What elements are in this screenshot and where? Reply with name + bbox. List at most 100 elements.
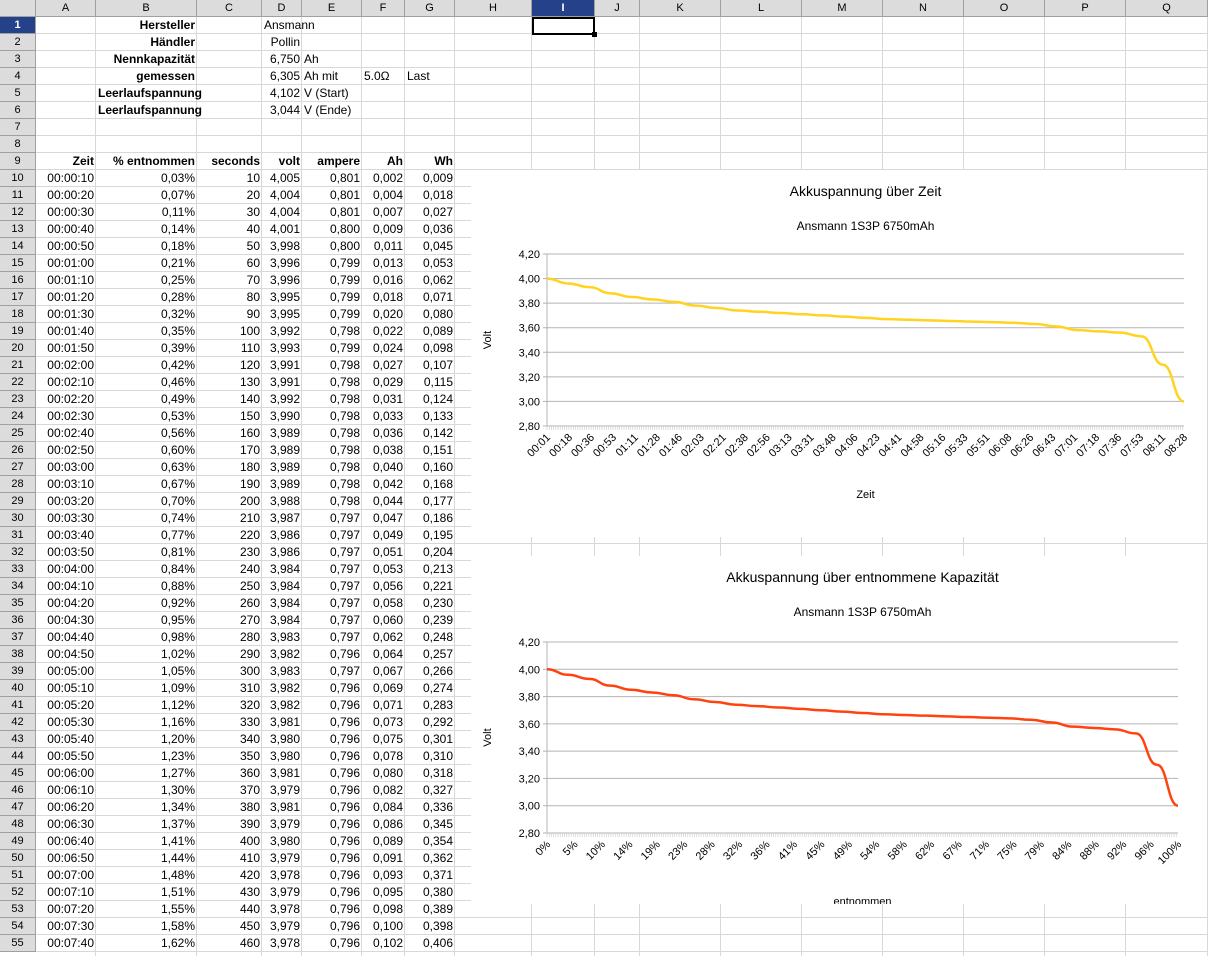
row-header-42[interactable]: 42 xyxy=(0,714,36,731)
info-unit[interactable] xyxy=(302,34,362,51)
row-header-20[interactable]: 20 xyxy=(0,340,36,357)
table-cell[interactable]: 00:04:40 xyxy=(47,630,94,644)
row-header-1[interactable]: 1 xyxy=(0,17,36,34)
table-cell[interactable]: 1,62% xyxy=(160,936,195,950)
info-label[interactable]: Leerlaufspannung xyxy=(98,86,203,100)
info-extra[interactable] xyxy=(405,17,455,34)
table-cell[interactable]: 0,230 xyxy=(422,596,453,610)
table-header[interactable]: Zeit xyxy=(72,154,94,168)
table-cell[interactable]: 0,177 xyxy=(422,494,453,508)
table-cell[interactable]: 0,071 xyxy=(422,290,453,304)
table-cell[interactable]: 270 xyxy=(239,613,260,627)
table-cell[interactable]: 390 xyxy=(239,817,260,831)
table-cell[interactable]: 0,354 xyxy=(422,834,453,848)
table-cell[interactable]: 0,078 xyxy=(372,749,403,763)
table-cell[interactable]: 60 xyxy=(246,256,260,270)
info-extra[interactable] xyxy=(405,34,455,51)
table-cell[interactable]: 140 xyxy=(239,392,260,406)
row-header-51[interactable]: 51 xyxy=(0,867,36,884)
table-cell[interactable]: 0,371 xyxy=(422,868,453,882)
row-header-14[interactable]: 14 xyxy=(0,238,36,255)
table-cell[interactable]: 3,988 xyxy=(269,494,300,508)
table-cell[interactable]: 0,042 xyxy=(372,477,403,491)
info-label[interactable]: Nennkapazität xyxy=(113,52,195,66)
row-header-50[interactable]: 50 xyxy=(0,850,36,867)
table-cell[interactable]: 3,991 xyxy=(269,375,300,389)
table-cell[interactable]: 0,168 xyxy=(422,477,453,491)
table-cell[interactable]: 0,25% xyxy=(160,273,195,287)
table-cell[interactable]: 0,038 xyxy=(372,443,403,457)
table-cell[interactable]: 0,49% xyxy=(160,392,195,406)
row-header-53[interactable]: 53 xyxy=(0,901,36,918)
info-extra[interactable] xyxy=(362,85,405,102)
table-cell[interactable]: 0,46% xyxy=(160,375,195,389)
row-header-34[interactable]: 34 xyxy=(0,578,36,595)
table-cell[interactable]: 0,799 xyxy=(329,290,360,304)
table-cell[interactable]: 220 xyxy=(239,528,260,542)
table-cell[interactable]: 0,800 xyxy=(329,239,360,253)
table-cell[interactable]: 00:06:00 xyxy=(47,766,94,780)
table-cell[interactable]: 3,981 xyxy=(269,766,300,780)
table-cell[interactable]: 0,047 xyxy=(372,511,403,525)
table-cell[interactable]: 0,796 xyxy=(329,749,360,763)
table-cell[interactable]: 0,88% xyxy=(160,579,195,593)
row-header-43[interactable]: 43 xyxy=(0,731,36,748)
column-header-g[interactable]: G xyxy=(405,0,455,17)
table-cell[interactable]: 0,801 xyxy=(329,205,360,219)
table-cell[interactable]: 3,993 xyxy=(269,341,300,355)
table-cell[interactable]: 0,049 xyxy=(372,528,403,542)
table-cell[interactable]: 0,796 xyxy=(329,766,360,780)
table-cell[interactable]: 00:06:10 xyxy=(47,783,94,797)
table-cell[interactable]: 0,036 xyxy=(372,426,403,440)
table-cell[interactable]: 4,004 xyxy=(269,205,300,219)
table-cell[interactable]: 0,60% xyxy=(160,443,195,457)
table-cell[interactable]: 420 xyxy=(239,868,260,882)
table-cell[interactable]: 3,978 xyxy=(269,902,300,916)
table-cell[interactable]: 0,062 xyxy=(372,630,403,644)
table-cell[interactable]: 3,982 xyxy=(269,681,300,695)
table-cell[interactable]: 110 xyxy=(240,341,260,355)
row-header-33[interactable]: 33 xyxy=(0,561,36,578)
table-cell[interactable]: 0,797 xyxy=(329,613,360,627)
info-unit[interactable]: Ah mit xyxy=(304,69,339,83)
table-cell[interactable]: 0,080 xyxy=(372,766,403,780)
table-cell[interactable]: 0,318 xyxy=(422,766,453,780)
table-cell[interactable]: 1,12% xyxy=(160,698,195,712)
row-header-17[interactable]: 17 xyxy=(0,289,36,306)
table-cell[interactable]: 0,011 xyxy=(373,239,403,253)
table-cell[interactable]: 0,133 xyxy=(422,409,453,423)
row-header-48[interactable]: 48 xyxy=(0,816,36,833)
table-cell[interactable]: 0,020 xyxy=(372,307,403,321)
table-cell[interactable]: 130 xyxy=(239,375,260,389)
column-header-n[interactable]: N xyxy=(883,0,964,17)
table-cell[interactable]: 00:06:50 xyxy=(47,851,94,865)
table-header[interactable]: % entnommen xyxy=(112,154,195,168)
info-unit[interactable]: Ah xyxy=(304,52,319,66)
table-cell[interactable]: 3,984 xyxy=(269,562,300,576)
table-cell[interactable]: 0,195 xyxy=(422,528,453,542)
table-cell[interactable]: 00:02:50 xyxy=(47,443,94,457)
table-cell[interactable]: 3,986 xyxy=(269,545,300,559)
table-cell[interactable]: 0,053 xyxy=(372,562,403,576)
table-cell[interactable]: 0,239 xyxy=(422,613,453,627)
table-cell[interactable]: 430 xyxy=(239,885,260,899)
table-cell[interactable]: 320 xyxy=(239,698,260,712)
row-header-40[interactable]: 40 xyxy=(0,680,36,697)
table-cell[interactable]: 0,067 xyxy=(372,664,403,678)
table-cell[interactable]: 0,799 xyxy=(329,256,360,270)
table-cell[interactable]: 3,982 xyxy=(269,647,300,661)
row-header-55[interactable]: 55 xyxy=(0,935,36,952)
info-extra[interactable] xyxy=(362,102,405,119)
table-cell[interactable]: 0,084 xyxy=(372,800,403,814)
table-cell[interactable]: 3,984 xyxy=(269,579,300,593)
table-cell[interactable]: 0,95% xyxy=(160,613,195,627)
table-cell[interactable]: 0,797 xyxy=(329,562,360,576)
table-cell[interactable]: 0,098 xyxy=(422,341,453,355)
table-cell[interactable]: 0,798 xyxy=(329,392,360,406)
table-cell[interactable]: 20 xyxy=(246,188,260,202)
table-cell[interactable]: 1,58% xyxy=(160,919,195,933)
table-cell[interactable]: 0,398 xyxy=(422,919,453,933)
table-cell[interactable]: 30 xyxy=(246,205,260,219)
table-cell[interactable]: 200 xyxy=(239,494,260,508)
table-cell[interactable]: 1,34% xyxy=(160,800,195,814)
